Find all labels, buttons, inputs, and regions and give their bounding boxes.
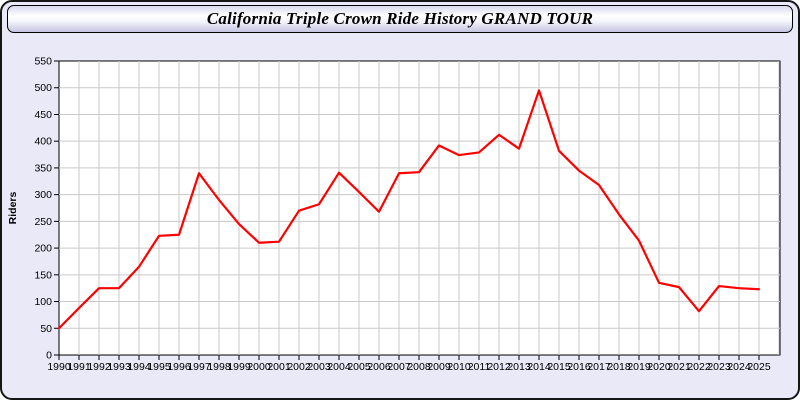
x-tick-label: 2011 — [468, 361, 491, 373]
x-tick-label: 1996 — [167, 361, 191, 373]
x-tick-label: 2000 — [247, 361, 271, 373]
x-tick-label: 2010 — [447, 361, 471, 373]
x-tick-label: 1993 — [107, 361, 131, 373]
x-tick-label: 2002 — [287, 361, 311, 373]
x-tick-label: 2004 — [327, 361, 351, 373]
x-tick-label: 1991 — [67, 361, 91, 373]
x-tick-label: 2012 — [487, 361, 511, 373]
y-tick-label: 50 — [40, 323, 52, 335]
y-tick-label: 250 — [34, 216, 52, 228]
y-tick-label: 200 — [34, 243, 52, 255]
x-tick-label: 2019 — [627, 361, 651, 373]
x-tick-label: 2018 — [607, 361, 631, 373]
x-tick-label: 2005 — [347, 361, 371, 373]
y-tick-label: 550 — [34, 56, 52, 68]
x-tick-label: 1998 — [207, 361, 231, 373]
x-tick-label: 2021 — [667, 361, 691, 373]
x-tick-label: 2025 — [747, 361, 771, 373]
data-line — [57, 89, 761, 330]
y-tick-label: 350 — [34, 162, 52, 174]
y-axis-title: Riders — [7, 192, 19, 225]
x-tick-label: 1999 — [227, 361, 251, 373]
x-tick-label: 2014 — [527, 361, 551, 373]
x-tick-label: 2015 — [547, 361, 571, 373]
x-tick-label: 2001 — [267, 361, 291, 373]
x-tick-label: 2024 — [727, 361, 751, 373]
x-tick-label: 2003 — [307, 361, 331, 373]
x-tick-label: 2023 — [707, 361, 731, 373]
x-tick-label: 2016 — [567, 361, 591, 373]
y-tick-label: 500 — [34, 82, 52, 94]
chart-title-bar: California Triple Crown Ride History GRA… — [7, 5, 793, 33]
x-tick-label: 2008 — [407, 361, 431, 373]
y-tick-label: 0 — [46, 350, 52, 362]
x-tick-label: 1990 — [47, 361, 71, 373]
x-tick-label: 2013 — [507, 361, 531, 373]
x-tick-label: 2017 — [587, 361, 611, 373]
y-tick-label: 450 — [34, 109, 52, 121]
x-tick-label: 2009 — [427, 361, 451, 373]
x-tick-label: 1994 — [127, 361, 151, 373]
y-tick-label: 400 — [34, 136, 52, 148]
x-tick-label: 2022 — [687, 361, 711, 373]
x-tick-label: 2020 — [647, 361, 671, 373]
y-tick-label: 100 — [34, 296, 52, 308]
x-tick-label: 1995 — [147, 361, 171, 373]
y-tick-label: 150 — [34, 269, 52, 281]
chart-title: California Triple Crown Ride History GRA… — [206, 9, 594, 28]
x-tick-label: 2006 — [367, 361, 391, 373]
x-tick-label: 2007 — [387, 361, 411, 373]
x-tick-label: 1992 — [87, 361, 111, 373]
y-tick-label: 300 — [34, 189, 52, 201]
x-tick-label: 1997 — [187, 361, 211, 373]
